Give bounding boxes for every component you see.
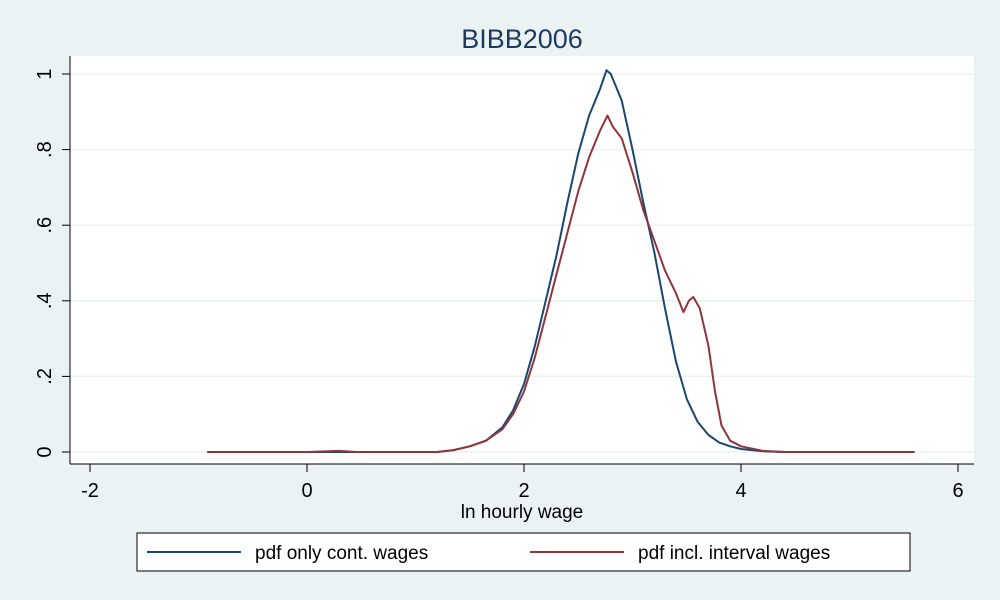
series-lines: [207, 69, 915, 453]
x-tick-label: 2: [518, 480, 529, 502]
x-tick-label: 0: [301, 480, 312, 502]
y-tick-label: .4: [34, 292, 56, 309]
plot-area: [70, 56, 974, 464]
y-tick-label: 0: [34, 446, 56, 457]
y-tick-label: .2: [34, 368, 56, 385]
x-tick-label: -2: [81, 480, 99, 502]
legend-label-interval-wages: pdf incl. interval wages: [638, 543, 830, 564]
y-tick-label: .6: [34, 217, 56, 234]
legend: pdf only cont. wages pdf incl. interval …: [136, 532, 911, 572]
axes: [69, 56, 974, 465]
tick-labels: 0 .2 .4 .6 .8 1 -2 0 2 4 6: [34, 68, 964, 502]
y-tick-label: .8: [34, 141, 56, 158]
x-tick-label: 4: [735, 480, 746, 502]
x-tick-label: 6: [952, 480, 963, 502]
series-line-interval-wages: [207, 114, 915, 453]
x-axis-title: ln hourly wage: [461, 502, 584, 523]
legend-box: [136, 532, 911, 572]
y-tick-label: 1: [34, 68, 56, 79]
legend-label-cont-wages: pdf only cont. wages: [255, 543, 428, 564]
chart-title: BIBB2006: [461, 24, 583, 54]
